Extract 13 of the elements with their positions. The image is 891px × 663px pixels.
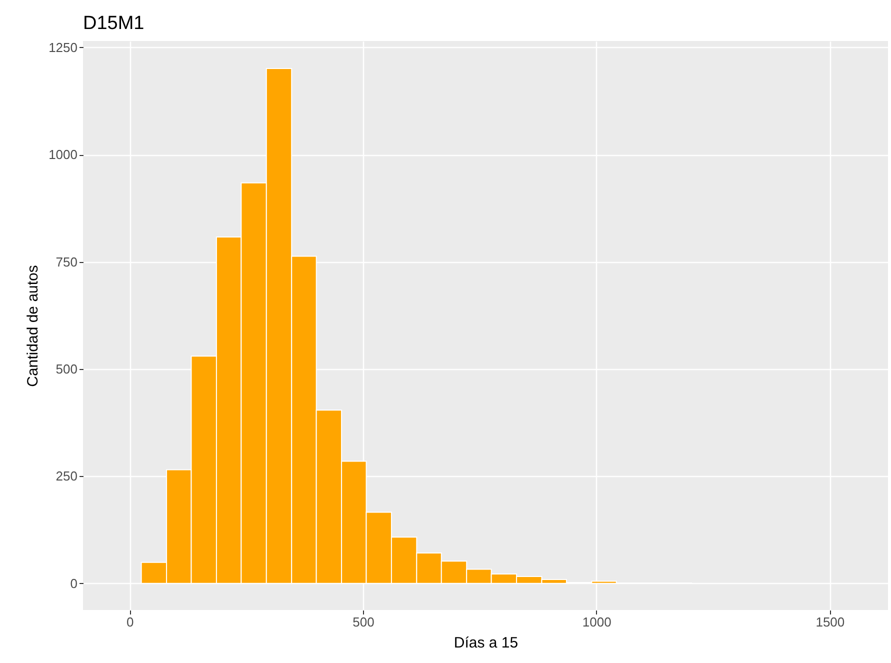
y-tick-label: 1250 <box>48 40 78 55</box>
y-tick-label: 0 <box>70 576 78 591</box>
x-axis-title: Días a 15 <box>454 634 518 652</box>
y-tick-label: 750 <box>56 254 78 270</box>
x-tick-label: 1500 <box>816 614 845 630</box>
x-tick-label: 0 <box>126 614 134 630</box>
y-tick-label: 500 <box>56 362 78 377</box>
y-tick-label: 1000 <box>48 147 78 162</box>
x-tick-label: 1000 <box>582 614 612 630</box>
chart-title: D15M1 <box>83 13 144 34</box>
y-axis-title: Cantidad de autos <box>24 265 42 387</box>
x-tick-label: 500 <box>352 614 374 630</box>
y-tick-label: 250 <box>56 468 78 484</box>
